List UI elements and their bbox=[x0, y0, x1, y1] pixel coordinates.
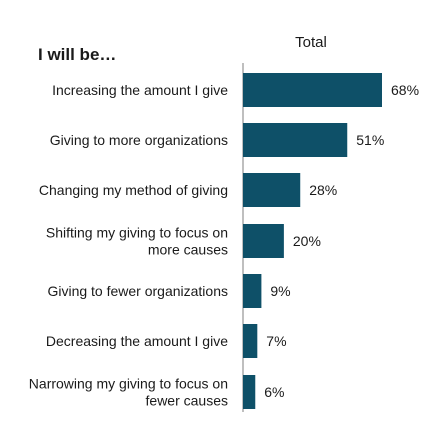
category-label-6-line-0: Narrowing my giving to focus on bbox=[29, 376, 228, 392]
bar-3 bbox=[243, 224, 284, 258]
value-label-0: 68% bbox=[391, 82, 419, 98]
category-label-0: Increasing the amount I give bbox=[52, 82, 228, 98]
category-label-4: Giving to fewer organizations bbox=[47, 283, 228, 299]
category-label-3-line-0: Shifting my giving to focus on bbox=[46, 225, 228, 241]
bar-5 bbox=[243, 324, 258, 358]
value-label-4: 9% bbox=[270, 283, 290, 299]
value-label-2: 28% bbox=[309, 182, 337, 198]
bar-2 bbox=[243, 173, 301, 207]
bar-6 bbox=[243, 375, 256, 409]
value-label-6: 6% bbox=[264, 384, 284, 400]
bar-4 bbox=[243, 274, 262, 308]
value-labels: 68% 51% 28% 20% 9% 7% 6% bbox=[264, 82, 419, 400]
category-labels: Increasing the amount I give Giving to mo… bbox=[29, 82, 228, 409]
bar-0 bbox=[243, 73, 382, 107]
bars-group bbox=[243, 73, 382, 409]
bar-1 bbox=[243, 123, 348, 157]
column-header-total: Total bbox=[295, 34, 327, 51]
category-label-5: Decreasing the amount I give bbox=[46, 333, 228, 349]
value-label-3: 20% bbox=[293, 233, 321, 249]
category-label-2: Changing my method of giving bbox=[39, 182, 228, 198]
value-label-5: 7% bbox=[266, 333, 286, 349]
category-label-6-line-1: fewer causes bbox=[146, 393, 228, 409]
value-label-1: 51% bbox=[356, 132, 384, 148]
chart-title: I will be… bbox=[38, 45, 116, 64]
category-label-3-line-1: more causes bbox=[148, 242, 228, 258]
category-label-1: Giving to more organizations bbox=[50, 132, 228, 148]
